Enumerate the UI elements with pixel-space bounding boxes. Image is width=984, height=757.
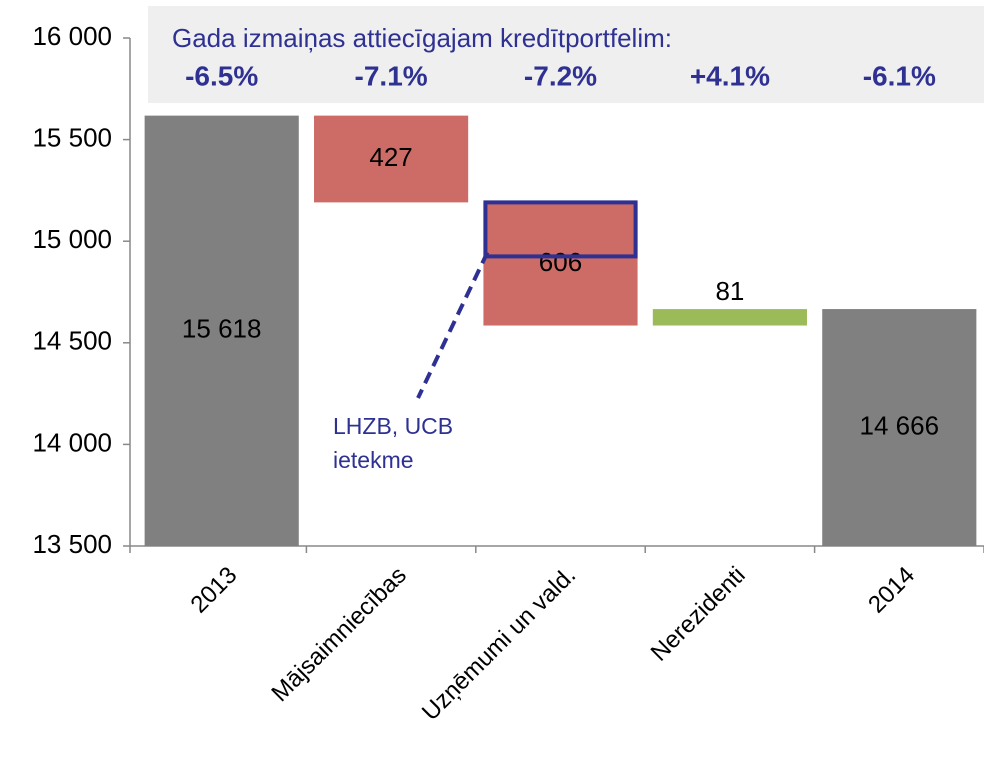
data-label: 427	[369, 142, 412, 172]
data-label: 15 618	[182, 314, 262, 344]
bar	[483, 202, 638, 326]
x-tick-label: Mājsaimniecības	[266, 562, 411, 707]
change-label: -6.1%	[863, 60, 936, 91]
annotation-arrow	[416, 251, 490, 399]
y-tick-label: 13 500	[32, 529, 112, 559]
bar	[144, 115, 299, 546]
data-label: 81	[715, 276, 744, 306]
bar	[652, 309, 807, 326]
y-tick-label: 14 500	[32, 326, 112, 356]
y-tick-label: 15 500	[32, 122, 112, 152]
change-label: -7.1%	[355, 60, 428, 91]
x-tick-label: Uzņēmumi un vald.	[417, 562, 581, 726]
x-tick-label: 2014	[863, 562, 920, 619]
y-tick-label: 16 000	[32, 21, 112, 51]
y-tick-label: 14 000	[32, 427, 112, 457]
x-tick-label: 2013	[186, 562, 243, 619]
highlight-box	[483, 200, 638, 259]
data-label: 606	[539, 247, 582, 277]
annotation: LHZB, UCB	[333, 413, 453, 439]
annotation: ietekme	[333, 447, 414, 473]
bar	[314, 115, 469, 203]
change-label: -6.5%	[185, 60, 258, 91]
data-label: 14 666	[860, 410, 940, 440]
x-tick-label: Nerezidenti	[646, 562, 751, 667]
header-text: Gada izmaiņas attiecīgajam kredītportfel…	[172, 23, 672, 53]
header-box	[148, 6, 984, 103]
bar	[822, 309, 977, 546]
change-label: +4.1%	[690, 60, 770, 91]
change-label: -7.2%	[524, 60, 597, 91]
y-tick-label: 15 000	[32, 224, 112, 254]
